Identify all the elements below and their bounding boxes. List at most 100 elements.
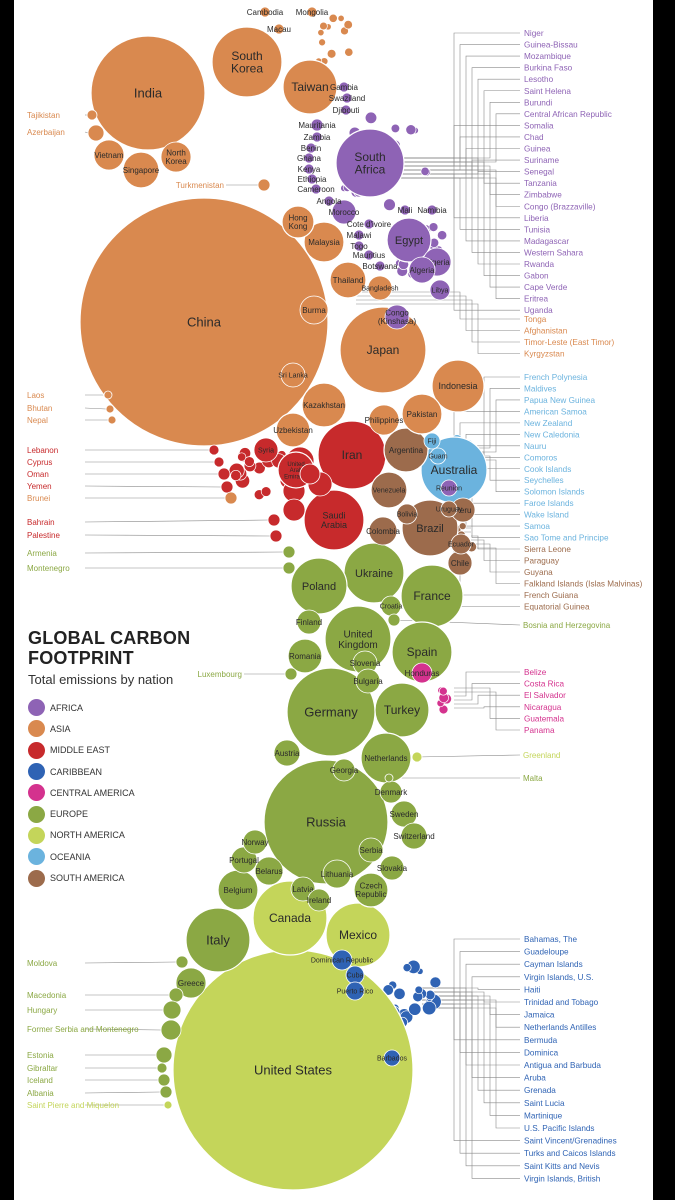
bubble-ghana: Ghana	[297, 152, 322, 164]
bubble-circle	[105, 404, 115, 414]
minor-nation-dot	[343, 20, 353, 30]
connector-line	[422, 1003, 520, 1041]
connector-line	[422, 1007, 520, 1129]
bubble-jordan	[282, 498, 306, 522]
right-list-label: Lesotho	[524, 75, 554, 84]
bubble-reunion: Reunion	[436, 479, 462, 497]
bubble-circle	[107, 415, 117, 425]
bubble-label: Bahrain	[27, 518, 55, 527]
bubble-guam: Guam	[428, 447, 448, 465]
bubble-label: United Kingdom	[338, 629, 377, 651]
minor-nation-dot	[344, 47, 354, 57]
bubble-label: Ethiopia	[298, 175, 327, 184]
bubble-label: Brunei	[27, 494, 50, 503]
minor-nation-dot	[458, 522, 467, 530]
bubble-egypt: Egypt	[386, 217, 432, 263]
bubble-iran: Iran	[317, 420, 387, 490]
right-list-label: Guinea	[524, 145, 551, 154]
connector-line	[454, 691, 520, 731]
bubble-turkey: Turkey	[374, 682, 430, 738]
bubble-circle	[329, 261, 367, 299]
bubble-vietnam: Vietnam	[93, 139, 125, 171]
right-list-label: Panama	[524, 726, 555, 735]
bubble-circle	[259, 6, 271, 18]
right-list-label: Seychelles	[524, 476, 564, 485]
chart-title: GLOBAL CARBON FOOTPRINT	[28, 628, 190, 668]
bubble-label: Poland	[302, 581, 336, 593]
chart-subtitle: Total emissions by nation	[28, 672, 174, 687]
bubble-circle	[303, 163, 315, 175]
bubble-uruguay: Uruguay	[436, 500, 463, 518]
bubble-label: Guam	[428, 453, 447, 460]
connector-line	[384, 102, 520, 159]
bubble-belgium: Belgium	[217, 869, 259, 911]
bubble-label: North Korea	[165, 149, 187, 166]
bubble-label: Georgia	[330, 766, 359, 775]
bubble-label: South Africa	[354, 150, 385, 177]
right-list-label: Sao Tome and Principe	[524, 534, 609, 543]
bubble-label: Uruguay	[436, 506, 463, 513]
right-list-label: Western Sahara	[524, 248, 583, 257]
bubble-circle	[290, 557, 348, 615]
bubble-label: Djibouti	[333, 106, 360, 115]
minor-nation-dot	[390, 123, 401, 134]
connector-line	[84, 961, 177, 964]
bubble-label: Pakistan	[407, 410, 438, 419]
bubble-label: Brazil	[416, 523, 444, 535]
right-list-label: Cayman Islands	[524, 960, 583, 969]
bubble-india: India	[90, 35, 206, 151]
bubble-circle	[368, 404, 400, 436]
bubble-circle	[423, 432, 441, 450]
minor-nation-dot	[317, 29, 325, 37]
connector-line	[384, 173, 520, 288]
right-list-label: New Zealand	[524, 419, 573, 428]
bubble-chile: Chile	[447, 550, 473, 576]
bubble-namibia: Namibia	[417, 204, 447, 216]
bubble-circle	[90, 35, 206, 151]
bubble-label: Greece	[178, 979, 205, 988]
bubble-circle	[211, 26, 283, 98]
bubble-congo-kinshasa: Congo (Kinshasa)	[378, 304, 417, 330]
connector-line	[84, 131, 89, 134]
bubble-label: Macedonia	[27, 991, 67, 1000]
bubble-label: Congo (Kinshasa)	[378, 309, 417, 326]
bubble-circle	[299, 295, 329, 325]
right-list-label: Afghanistan	[524, 327, 568, 336]
legend-swatch	[28, 763, 45, 781]
bubble-circle	[253, 437, 279, 463]
bubble-ukraine: Ukraine	[343, 542, 405, 604]
bubble-circle	[331, 199, 357, 225]
bubble-laos: Laos	[27, 390, 113, 400]
right-list-label: Burkina Faso	[524, 64, 573, 73]
right-list-label: Comoros	[524, 453, 557, 462]
chart-title-line2: FOOTPRINT	[28, 648, 134, 668]
bubble-label: Germany	[304, 705, 358, 720]
minor-nation-dot	[422, 1000, 437, 1016]
bubble-circle	[303, 489, 365, 551]
bubble-finland: Finland	[296, 609, 322, 635]
connector-line	[384, 67, 520, 171]
connector-line	[422, 951, 520, 1001]
bubble-circle	[355, 668, 381, 694]
bubble-label: Libya	[432, 287, 449, 294]
connector-line	[422, 987, 520, 1141]
bubble-montenegro: Montenegro	[27, 561, 296, 575]
bubble-label: Finland	[296, 618, 322, 627]
connector-line	[356, 299, 520, 343]
bubble-puerto-rico: Puerto Rico	[337, 981, 373, 1001]
bubble-kenya: Kenya	[298, 163, 321, 175]
legend-items: AFRICA ASIA MIDDLE EAST CARIBBEAN CENTRAL AM…	[28, 697, 190, 889]
bubble-thailand: Thailand	[329, 261, 367, 299]
bubble-label: Serbia	[359, 846, 383, 855]
bubble-label: Mauritius	[353, 251, 385, 260]
connector-line	[384, 44, 520, 163]
bubble-cyprus: Cyprus	[27, 456, 225, 468]
right-list-label: French Guiana	[524, 591, 579, 600]
bubble-label: Italy	[206, 933, 230, 948]
right-list-label: Antigua and Barbuda	[524, 1061, 601, 1070]
bubble-philippines: Philippines	[365, 404, 403, 436]
bubble-label: Azerbaijan	[27, 128, 65, 137]
right-list-label: Suriname	[524, 156, 559, 165]
right-list-label: Senegal	[524, 168, 554, 177]
bubble-label: Hungary	[27, 1006, 57, 1015]
